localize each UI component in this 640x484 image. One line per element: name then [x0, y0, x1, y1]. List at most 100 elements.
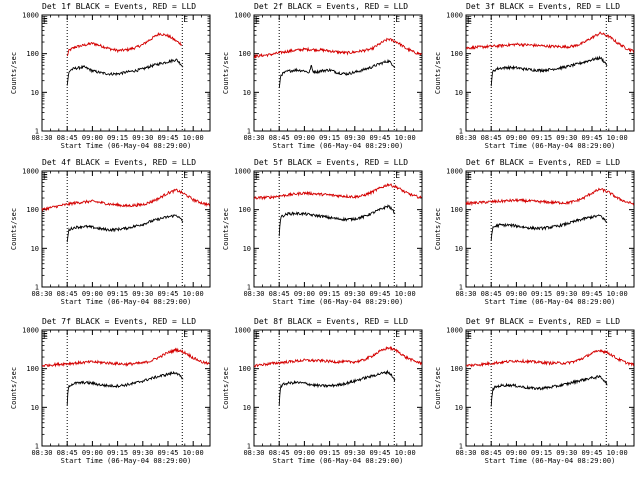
events-series-line — [490, 55, 608, 87]
x-tick-label: 10:00 — [607, 290, 628, 298]
x-tick-label: 10:00 — [183, 449, 204, 457]
y-tick-label: 1000 — [446, 12, 463, 20]
x-tick-label: 09:00 — [506, 449, 527, 457]
event-marker-label: E — [183, 171, 188, 180]
x-axis-label: Start Time (06-May-04 08:29:00) — [61, 142, 192, 150]
y-axis-label: Counts/sec — [10, 52, 18, 94]
y-axis-label: Counts/sec — [222, 208, 230, 250]
x-tick-label: 09:30 — [344, 134, 365, 142]
lld-series-line — [41, 347, 210, 368]
x-tick-label: 09:00 — [294, 134, 315, 142]
event-marker-label: E — [43, 15, 48, 24]
event-marker-label: E — [183, 15, 188, 24]
event-marker-label: E — [395, 15, 400, 24]
x-tick-label: 08:30 — [31, 134, 52, 142]
x-tick-label: 08:30 — [243, 449, 264, 457]
x-tick-label: 09:00 — [294, 290, 315, 298]
x-tick-label: 09:45 — [369, 449, 390, 457]
x-tick-label: 09:30 — [556, 449, 577, 457]
x-tick-label: 08:45 — [269, 134, 290, 142]
y-tick-label: 100 — [450, 50, 463, 58]
x-tick-label: 09:30 — [132, 290, 153, 298]
x-tick-label: 09:15 — [531, 290, 552, 298]
y-axis-label: Counts/sec — [434, 367, 442, 409]
x-tick-label: 08:30 — [31, 449, 52, 457]
event-marker-label: E — [255, 173, 260, 182]
x-tick-label: 09:00 — [82, 134, 103, 142]
x-tick-label: 09:45 — [369, 290, 390, 298]
x-tick-label: 10:00 — [183, 290, 204, 298]
x-tick-label: 09:45 — [157, 290, 178, 298]
x-axis-label: Start Time (06-May-04 08:29:00) — [61, 457, 192, 465]
x-axis-label: Start Time (06-May-04 08:29:00) — [485, 298, 616, 306]
y-tick-label: 1 — [35, 284, 39, 292]
x-tick-label: 08:45 — [481, 134, 502, 142]
y-axis-label: Counts/sec — [222, 367, 230, 409]
y-axis-label: Counts/sec — [10, 367, 18, 409]
event-marker-label: E — [43, 332, 48, 341]
x-tick-label: 09:15 — [107, 449, 128, 457]
y-tick-label: 100 — [26, 365, 39, 373]
x-tick-label: 08:45 — [57, 449, 78, 457]
x-axis-label: Start Time (06-May-04 08:29:00) — [61, 298, 192, 306]
x-axis-label: Start Time (06-May-04 08:29:00) — [273, 298, 404, 306]
y-tick-label: 1000 — [22, 168, 39, 176]
detector-panel: Det 5f BLACK = Events, RED = LLD 1 10 100 10… — [222, 158, 423, 306]
events-series-line — [490, 214, 608, 241]
y-tick-label: 1 — [247, 284, 251, 292]
x-tick-label: 09:15 — [531, 134, 552, 142]
y-tick-label: 1 — [247, 128, 251, 136]
detector-panel: Det 6f BLACK = Events, RED = LLD 1 10 100 10… — [434, 158, 635, 306]
detector-panel: Det 7f BLACK = Events, RED = LLD 1 10 100 10… — [10, 317, 211, 465]
y-tick-label: 10 — [243, 404, 251, 412]
x-tick-label: 08:30 — [455, 134, 476, 142]
x-tick-label: 09:45 — [369, 134, 390, 142]
x-tick-label: 08:30 — [243, 134, 264, 142]
y-tick-label: 100 — [238, 50, 251, 58]
y-tick-label: 100 — [238, 365, 251, 373]
x-tick-label: 09:45 — [581, 290, 602, 298]
event-marker-label: E — [43, 171, 48, 180]
events-series-line — [66, 214, 184, 243]
y-tick-label: 10 — [31, 89, 39, 97]
y-tick-label: 10 — [455, 245, 463, 253]
x-tick-label: 09:45 — [157, 134, 178, 142]
x-tick-label: 10:00 — [607, 449, 628, 457]
y-tick-label: 10 — [455, 404, 463, 412]
x-axis-label: Start Time (06-May-04 08:29:00) — [273, 457, 404, 465]
y-tick-label: 1 — [459, 128, 463, 136]
detector-panel: Det 4f BLACK = Events, RED = LLD 1 10 100 10… — [10, 158, 211, 306]
x-tick-label: 08:45 — [481, 449, 502, 457]
x-tick-label: 08:30 — [31, 290, 52, 298]
y-tick-label: 1 — [35, 443, 39, 451]
x-tick-label: 08:45 — [269, 449, 290, 457]
x-tick-label: 09:45 — [157, 449, 178, 457]
lld-series-line — [254, 37, 422, 59]
panel-title: Det 6f BLACK = Events, RED = LLD — [466, 158, 620, 167]
x-tick-label: 09:00 — [82, 449, 103, 457]
event-marker-label: E — [183, 330, 188, 339]
detector-panel: Det 9f BLACK = Events, RED = LLD 1 10 100 10… — [434, 317, 635, 465]
event-marker-label: E — [467, 330, 472, 339]
event-marker-label: E — [43, 173, 48, 182]
event-marker-label: E — [255, 332, 260, 341]
events-series-line — [66, 58, 184, 86]
panel-title: Det 4f BLACK = Events, RED = LLD — [42, 158, 196, 167]
y-tick-label: 100 — [26, 206, 39, 214]
x-tick-label: 09:15 — [531, 449, 552, 457]
events-series-line — [278, 58, 396, 89]
x-tick-label: 09:00 — [506, 134, 527, 142]
y-tick-label: 1000 — [234, 168, 251, 176]
y-tick-label: 10 — [243, 245, 251, 253]
y-tick-label: 100 — [26, 50, 39, 58]
y-tick-label: 1 — [35, 128, 39, 136]
y-tick-label: 100 — [238, 206, 251, 214]
x-tick-label: 09:15 — [319, 134, 340, 142]
y-tick-label: 10 — [31, 404, 39, 412]
x-tick-label: 09:30 — [556, 134, 577, 142]
x-tick-label: 09:30 — [344, 290, 365, 298]
x-tick-label: 09:00 — [506, 290, 527, 298]
event-marker-label: E — [255, 17, 260, 26]
